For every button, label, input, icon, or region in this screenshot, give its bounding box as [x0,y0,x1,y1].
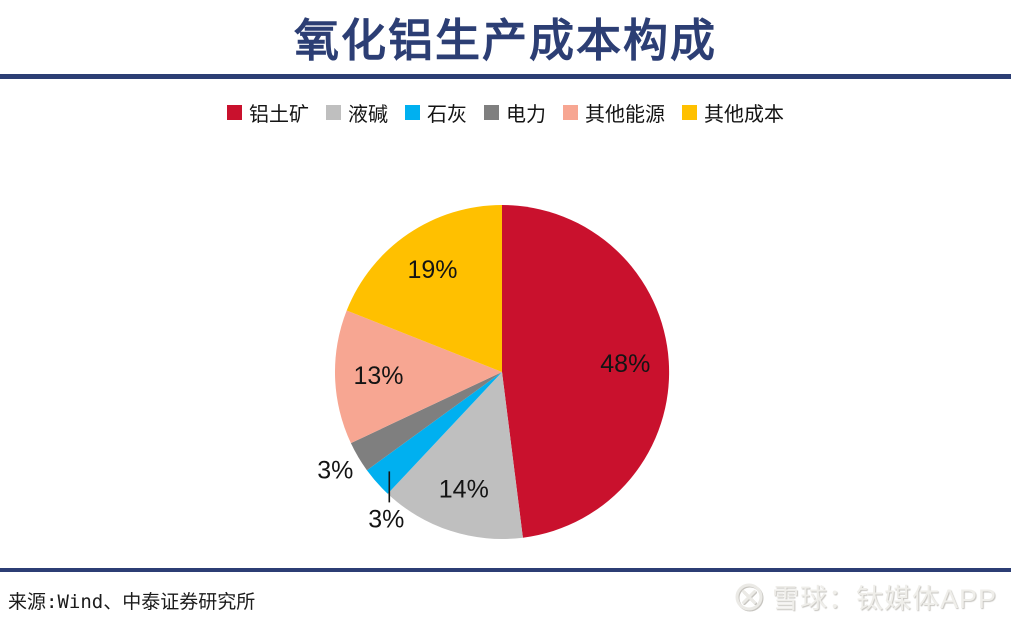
legend-swatch [326,105,341,120]
legend-label: 石灰 [427,102,467,126]
chart-title: 氧化铝生产成本构成 [293,15,717,66]
watermark: 雪球：钛媒体APP [734,577,997,616]
legend-item: 电力 [484,98,546,127]
footer-divider [0,568,1011,572]
legend-swatch [227,105,242,120]
pie-chart: 48% 14% 3% 3% 13% 19% [317,204,670,540]
legend-label: 其他成本 [704,102,784,126]
legend-swatch [682,105,697,120]
legend-item: 其他成本 [682,98,784,127]
pie-label: 14% [439,476,489,504]
snowball-logo-icon [735,583,763,610]
legend-label: 液碱 [348,102,388,126]
legend-label: 其他能源 [585,102,665,126]
legend-swatch [563,105,578,120]
legend-swatch [484,105,499,120]
legend-item: 铝土矿 [227,98,309,127]
pie-slice [387,372,523,540]
pie-label: 48% [600,350,650,378]
pie-slice [502,204,670,538]
legend-label: 电力 [506,102,546,126]
pie-label: 13% [353,362,403,390]
title-divider [0,74,1011,79]
pie-label: 3% [368,505,404,533]
pie-label: 19% [407,256,457,284]
watermark-text: 雪球：钛媒体APP [771,584,997,614]
pie-slice [346,205,502,372]
chart-legend: 铝土矿 液碱 石灰 电力 其他能源 其他成本 [0,98,1011,127]
pie-label: 3% [317,457,353,485]
legend-swatch [405,105,420,120]
legend-item: 液碱 [326,98,388,127]
pie-slice [350,372,502,471]
pie-slice [366,372,502,494]
pie-slice [334,310,502,444]
legend-item: 其他能源 [563,98,665,127]
legend-item: 石灰 [405,98,467,127]
legend-label: 铝土矿 [249,102,309,126]
source-text: 来源:Wind、中泰证券研究所 [8,591,256,613]
